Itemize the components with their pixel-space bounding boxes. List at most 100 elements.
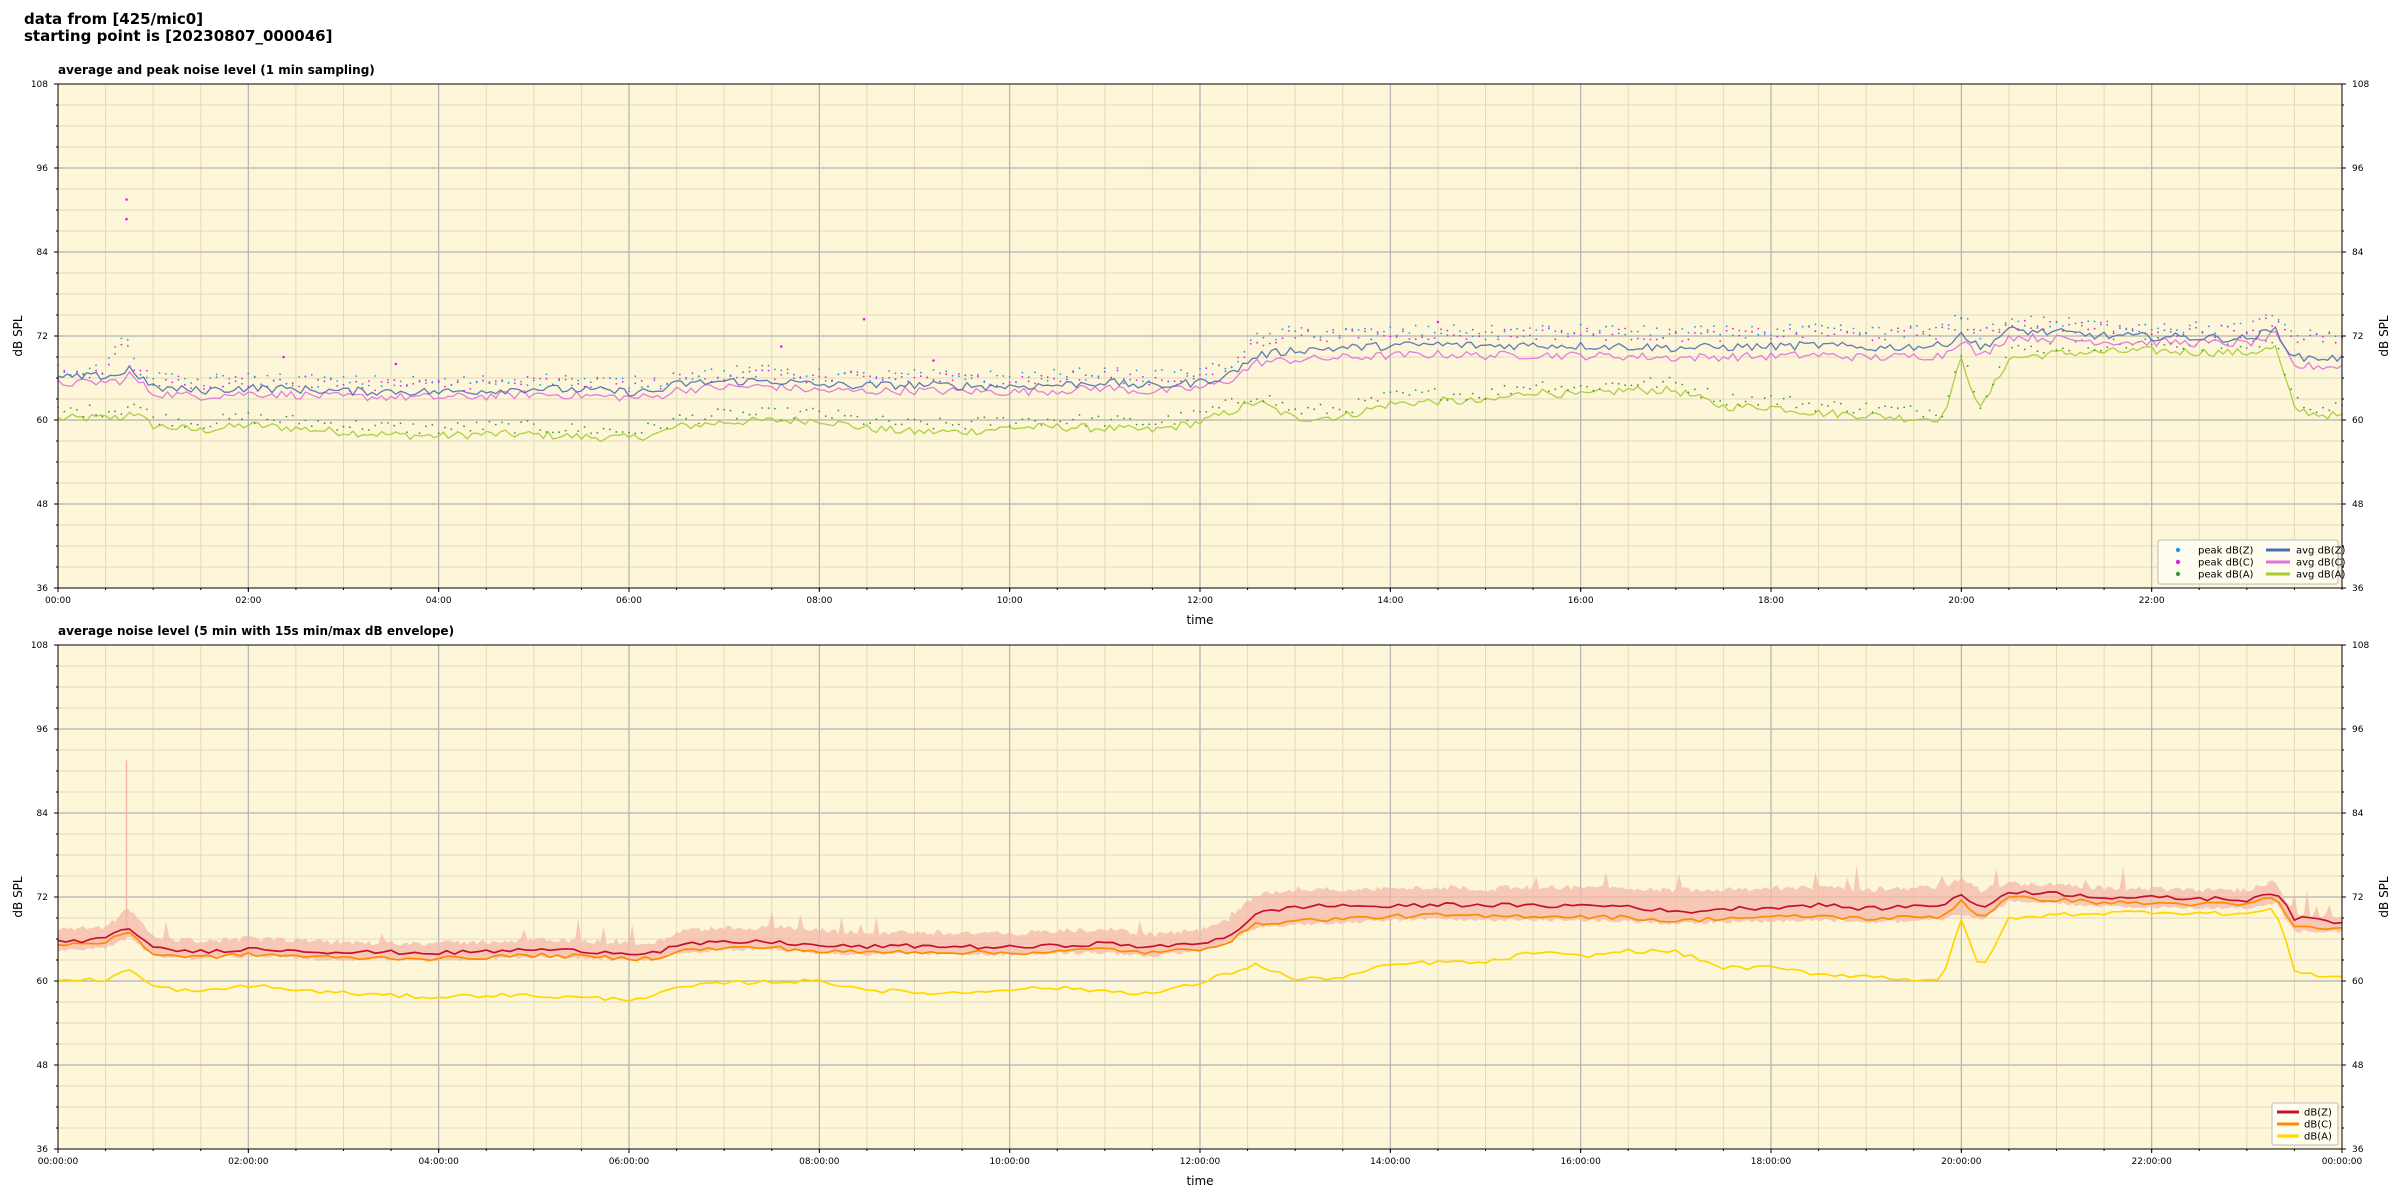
data-point — [469, 388, 472, 390]
data-point — [1097, 377, 1100, 379]
chart-panel-1: 36 36 48 48 60 60 72 72 84 84 96 96 108 108 00:00 02:00… — [11, 63, 2391, 627]
x-tick-label: 10:00:00 — [989, 1157, 1030, 1167]
data-point — [1478, 396, 1481, 399]
data-point — [1719, 333, 1722, 336]
data-point — [279, 421, 281, 424]
data-point — [2055, 349, 2058, 352]
data-point — [1421, 391, 1423, 394]
data-point — [469, 382, 472, 385]
data-point — [659, 385, 662, 387]
data-point — [2296, 341, 2299, 343]
data-point — [1218, 406, 1220, 409]
data-point — [1249, 342, 1252, 345]
data-point — [1510, 392, 1512, 395]
data-point — [685, 417, 687, 420]
data-point — [2138, 330, 2140, 333]
data-point — [1878, 326, 1880, 329]
data-point — [1947, 327, 1950, 330]
data-point — [2188, 324, 2191, 327]
data-point — [2265, 317, 2267, 320]
data-point — [158, 372, 161, 374]
data-point — [875, 377, 878, 380]
x-tick-label: 10:00 — [997, 596, 1023, 606]
data-point — [932, 359, 935, 362]
data-point — [1015, 381, 1017, 383]
y-tick-label-right: 84 — [2352, 248, 2364, 258]
data-point — [247, 372, 250, 375]
data-point — [1294, 337, 1297, 339]
data-point — [165, 413, 167, 416]
data-point — [939, 417, 941, 420]
data-point — [1161, 379, 1163, 382]
legend-label: dB(C) — [2304, 1120, 2332, 1131]
data-point — [1313, 408, 1316, 411]
data-point — [1535, 384, 1538, 387]
data-point — [1941, 323, 1944, 326]
data-point — [1307, 330, 1309, 332]
data-point — [1459, 330, 1461, 333]
data-point — [577, 430, 580, 432]
data-point — [2100, 321, 2102, 324]
data-point — [437, 432, 440, 435]
data-point — [215, 376, 218, 379]
data-point — [1548, 327, 1550, 330]
legend-marker — [2175, 559, 2181, 565]
data-point — [2284, 323, 2286, 326]
data-point — [2106, 324, 2109, 326]
data-point — [742, 376, 745, 379]
data-point — [120, 337, 123, 340]
page-header: data from [425/mic0] starting point is [… — [24, 11, 332, 45]
data-point — [1960, 355, 1963, 357]
data-point — [1376, 331, 1379, 333]
data-point — [2303, 406, 2305, 409]
data-point — [545, 431, 548, 433]
data-point — [2214, 332, 2217, 335]
data-point — [1034, 371, 1036, 374]
data-point — [1535, 329, 1538, 331]
data-point — [2017, 320, 2020, 323]
data-point — [253, 422, 256, 425]
data-point — [222, 385, 224, 388]
series-line-avg-db-a- — [57, 344, 2343, 443]
data-point — [222, 413, 224, 416]
y-tick-label: 60 — [37, 416, 49, 426]
data-point — [1116, 415, 1119, 417]
data-point — [342, 383, 345, 386]
data-point — [628, 387, 630, 390]
x-tick-label: 12:00 — [1187, 596, 1213, 606]
data-point — [2322, 335, 2324, 338]
data-point — [101, 373, 104, 375]
data-point — [590, 381, 592, 383]
axis-ticks — [54, 644, 2346, 1153]
data-point — [463, 376, 465, 378]
data-point — [2004, 356, 2007, 359]
y-tick-label: 96 — [37, 725, 49, 735]
data-point — [1681, 383, 1684, 386]
data-point — [939, 372, 941, 375]
data-point — [1738, 329, 1741, 332]
data-point — [755, 369, 757, 372]
data-point — [1751, 396, 1753, 398]
data-point — [1928, 409, 1931, 412]
data-point — [63, 410, 66, 413]
series-line-db-a- — [57, 907, 2343, 1003]
data-point — [2081, 321, 2083, 324]
y-tick-label-right: 72 — [2352, 893, 2363, 903]
data-point — [298, 376, 300, 378]
data-point — [1065, 378, 1068, 381]
data-point — [152, 416, 155, 418]
data-point — [241, 418, 243, 421]
data-point — [1820, 403, 1823, 406]
data-point — [285, 415, 288, 418]
x-tick-label: 08:00 — [806, 596, 832, 606]
data-point — [203, 427, 205, 429]
data-point — [1808, 325, 1810, 327]
data-point — [1268, 342, 1271, 345]
chart-panel-2: 36 36 48 48 60 60 72 72 84 84 96 96 108 108 00:00:00 02… — [11, 624, 2391, 1188]
legend-marker — [2175, 571, 2181, 577]
data-point — [114, 346, 116, 348]
data-point — [158, 384, 161, 387]
data-point — [2195, 326, 2198, 329]
data-point — [1129, 373, 1132, 376]
data-point — [736, 365, 738, 367]
